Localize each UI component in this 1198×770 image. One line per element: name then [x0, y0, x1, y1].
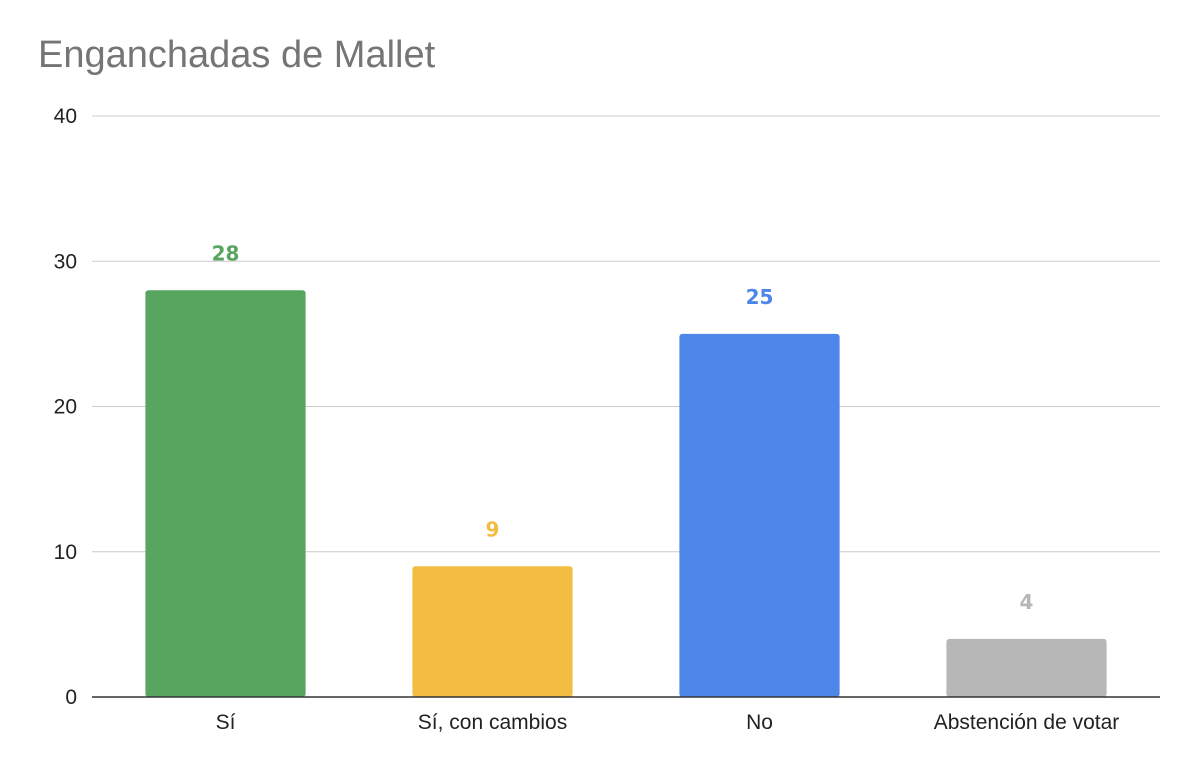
y-tick-label: 0 [65, 686, 77, 709]
y-tick-label: 20 [54, 396, 77, 419]
y-tick-label: 30 [54, 250, 77, 273]
x-tick-label: No [746, 711, 773, 734]
data-label: 25 [746, 285, 774, 309]
bar [946, 638, 1107, 697]
y-tick-label: 40 [54, 105, 77, 128]
bar [412, 566, 573, 697]
bar [679, 333, 840, 697]
y-tick-label: 10 [54, 541, 77, 564]
x-tick-label: Sí [216, 711, 236, 734]
data-label: 28 [212, 241, 240, 265]
data-label: 4 [1020, 590, 1034, 614]
chart-title: Enganchadas de Mallet [38, 34, 436, 76]
data-label: 9 [486, 517, 500, 541]
x-tick-label: Abstención de votar [934, 711, 1120, 734]
x-tick-label: Sí, con cambios [418, 711, 567, 734]
bar [145, 290, 306, 697]
